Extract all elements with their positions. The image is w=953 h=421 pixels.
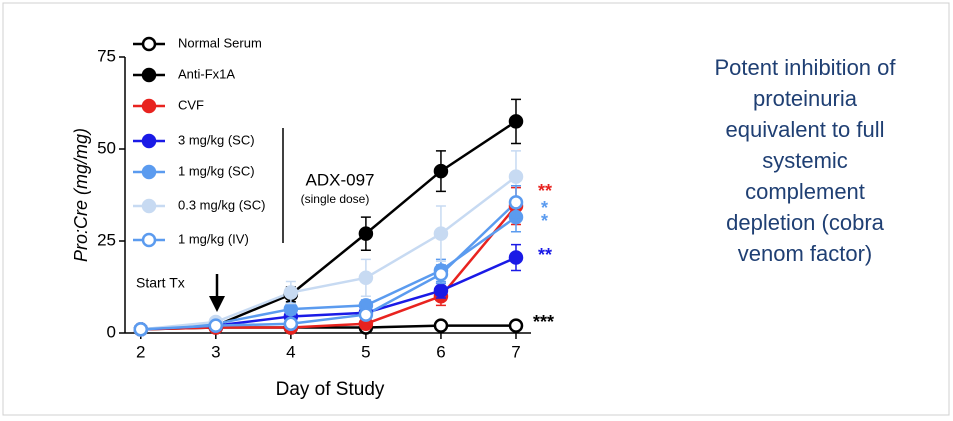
x-axis-title: Day of Study [276, 379, 385, 400]
significance: * [541, 211, 548, 231]
group-label: ADX-097 [306, 170, 375, 189]
significance: * [541, 198, 548, 218]
legend-label: 1 mg/kg (IV) [178, 231, 249, 246]
legend-marker [141, 67, 157, 83]
point [433, 226, 449, 241]
point [133, 322, 149, 337]
legend-marker [141, 164, 157, 180]
series-line [140, 201, 517, 331]
x-tick-label: 2 [136, 342, 145, 361]
series-line [140, 175, 517, 331]
point [358, 226, 374, 241]
significance: ** [538, 245, 552, 265]
legend-label: 1 mg/kg (SC) [178, 163, 255, 178]
x-tick-label: 7 [511, 342, 520, 361]
y-tick-label: 50 [97, 138, 116, 157]
start-label: Start Tx [136, 275, 185, 291]
x-tick-label: 6 [436, 342, 445, 361]
arrow-head [209, 296, 225, 312]
point [283, 316, 299, 332]
point [508, 114, 524, 129]
legend-label: Anti-Fx1A [178, 66, 235, 81]
y-tick-label: 0 [107, 322, 116, 341]
series-line [140, 205, 517, 331]
point [358, 270, 374, 286]
y-axis-title: Pro:Cre (mg/mg) [71, 128, 91, 262]
x-tick-label: 5 [361, 342, 370, 361]
point [433, 163, 449, 179]
point [283, 285, 299, 300]
point [283, 301, 299, 317]
legend-label: Normal Serum [178, 35, 262, 50]
point [508, 169, 524, 184]
legend-marker [141, 98, 157, 114]
legend-marker [141, 133, 157, 149]
point [433, 266, 449, 282]
legend-label: 3 mg/kg (SC) [178, 132, 255, 147]
legend-marker [141, 198, 157, 214]
group-sublabel: (single dose) [301, 192, 370, 206]
x-tick-label: 4 [286, 342, 295, 361]
x-tick-label: 3 [211, 342, 220, 361]
point [508, 250, 524, 265]
point [433, 283, 449, 298]
point [508, 195, 524, 210]
point [433, 318, 449, 333]
point [208, 318, 224, 333]
legend-marker [141, 36, 157, 52]
series-line [140, 120, 517, 331]
legend-marker [141, 232, 157, 248]
legend-label: 0.3 mg/kg (SC) [178, 197, 265, 212]
legend-label: CVF [178, 97, 204, 112]
side-note: Potent inhibition of proteinuria equival… [714, 55, 896, 266]
y-tick-label: 25 [97, 230, 116, 249]
point [358, 307, 374, 322]
significance: ** [538, 181, 552, 201]
significance: *** [533, 312, 554, 332]
frame [2, 2, 950, 416]
point [508, 318, 524, 333]
y-tick-label: 75 [97, 46, 116, 65]
